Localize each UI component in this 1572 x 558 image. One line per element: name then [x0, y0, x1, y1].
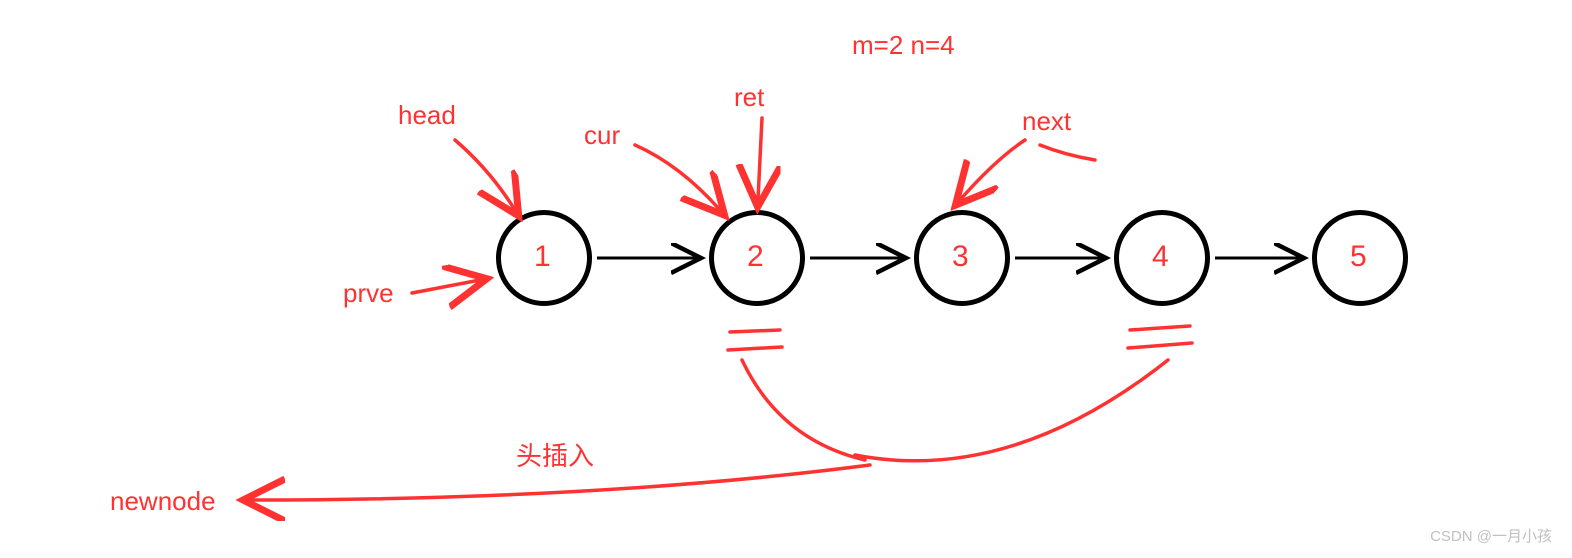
arrow-next — [960, 140, 1025, 200]
arrow-head — [455, 140, 515, 210]
curve-from-n4 — [855, 360, 1168, 461]
mark-under-n2-b — [728, 347, 782, 350]
arrow-ret — [758, 118, 762, 200]
arrow-newnode — [250, 465, 870, 500]
arrow-cur — [635, 145, 720, 210]
mark-under-n4-b — [1128, 343, 1192, 348]
watermark: CSDN @一月小孩 — [1430, 525, 1552, 546]
curve-from-n2 — [742, 360, 865, 460]
mark-under-n4-a — [1130, 326, 1190, 330]
mark-under-n2-a — [730, 330, 780, 332]
arrow-next-tail — [1040, 145, 1095, 160]
arrow-prve — [412, 280, 480, 293]
diagram-svg — [0, 0, 1572, 558]
